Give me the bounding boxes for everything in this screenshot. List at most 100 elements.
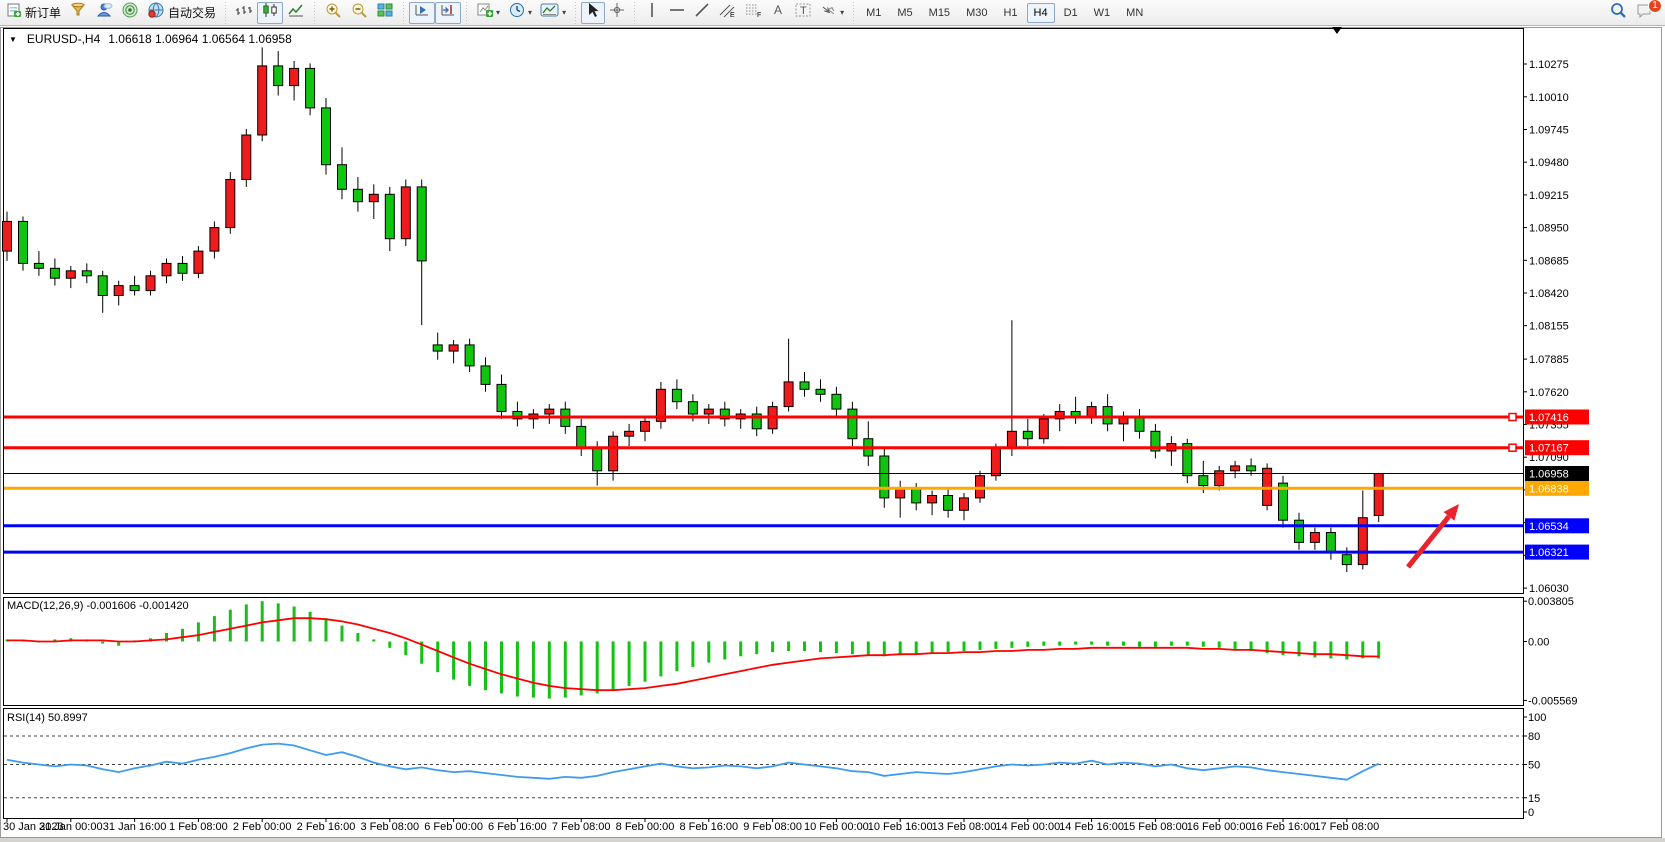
- zoom-out-button[interactable]: [346, 2, 372, 24]
- rsi-indicator-label: RSI(14) 50.8997: [7, 712, 88, 724]
- chart-symbol-period: EURUSD-,H4: [26, 32, 101, 46]
- chart-title: ▼ EURUSD-,H4 1.06618 1.06964 1.06564 1.0…: [9, 32, 292, 46]
- timeframe-button-m1[interactable]: M1: [866, 6, 882, 19]
- notifications-button[interactable]: 1: [1631, 0, 1662, 24]
- macd-signal-line: [7, 617, 1379, 692]
- svg-text:16 Feb 16:00: 16 Feb 16:00: [1251, 821, 1316, 833]
- svg-text:15 Feb 08:00: 15 Feb 08:00: [1123, 821, 1188, 833]
- svg-text:1.06534: 1.06534: [1529, 521, 1569, 533]
- cursor-arrow-icon: [585, 2, 601, 23]
- svg-text:0: 0: [1528, 807, 1534, 819]
- tile-windows-button[interactable]: [372, 2, 398, 24]
- auto-scroll-button[interactable]: [409, 1, 436, 24]
- toolbar-separator: [223, 1, 229, 24]
- fibonacci-icon: F: [744, 2, 762, 23]
- vertical-line-tool-button[interactable]: [640, 2, 664, 24]
- svg-text:7 Feb 08:00: 7 Feb 08:00: [552, 821, 611, 833]
- funnel-tool-button[interactable]: [65, 2, 91, 24]
- chart-window: 1.10275 1.10010 1.09745 1.09480 1.09215 1.089…: [0, 27, 1665, 842]
- chart-expand-icon[interactable]: ▼: [9, 34, 17, 44]
- trendline-tool-button[interactable]: [690, 2, 714, 24]
- price-axis[interactable]: 1.10275 1.10010 1.09745 1.09480 1.09215 1.089…: [1523, 59, 1578, 819]
- zoom-in-button[interactable]: [320, 2, 346, 24]
- svg-text:1.08685: 1.08685: [1529, 255, 1569, 267]
- svg-text:2 Feb 16:00: 2 Feb 16:00: [297, 821, 356, 833]
- timeframe-button-m30[interactable]: M30: [966, 6, 988, 19]
- svg-text:31 Jan 16:00: 31 Jan 16:00: [103, 821, 167, 833]
- svg-text:1.06030: 1.06030: [1529, 583, 1569, 595]
- equidistant-channel-icon: E: [718, 2, 736, 23]
- community-button[interactable]: [91, 2, 117, 24]
- arrow-annotation[interactable]: [1406, 504, 1459, 569]
- svg-text:17 Feb 08:00: 17 Feb 08:00: [1314, 821, 1379, 833]
- timeframe-button-h1[interactable]: H1: [1003, 6, 1018, 19]
- toolbar-separator: [573, 1, 579, 24]
- arrows-tool-button[interactable]: ▾: [816, 2, 848, 24]
- new-order-button[interactable]: 新订单: [2, 2, 65, 24]
- text-label-tool-button[interactable]: T: [790, 2, 816, 24]
- timeframe-button-m15[interactable]: M15: [928, 6, 951, 19]
- window-bottom-edge: [0, 838, 1665, 842]
- timeframe-button-h4[interactable]: H4: [1026, 2, 1055, 23]
- chart-shift-marker[interactable]: [1332, 27, 1342, 34]
- cursor-tool-button[interactable]: [581, 1, 606, 24]
- svg-text:1.08155: 1.08155: [1529, 321, 1569, 333]
- svg-text:1.10275: 1.10275: [1529, 59, 1569, 71]
- trendline-icon: [694, 2, 710, 23]
- timeframe-button-w1[interactable]: W1: [1093, 6, 1111, 19]
- fibonacci-tool-button[interactable]: F: [740, 2, 766, 24]
- indicators-button[interactable]: ▾: [472, 2, 504, 24]
- svg-text:1.07620: 1.07620: [1529, 387, 1569, 399]
- svg-text:100: 100: [1528, 712, 1546, 724]
- svg-text:1 Feb 08:00: 1 Feb 08:00: [169, 821, 228, 833]
- equidistant-channel-tool-button[interactable]: E: [714, 2, 740, 24]
- funnel-icon: [69, 2, 87, 23]
- svg-text:1.10010: 1.10010: [1529, 92, 1569, 104]
- horizontal-line-1.07167[interactable]: [4, 443, 1523, 452]
- auto-trading-label: 自动交易: [168, 6, 217, 20]
- svg-text:50: 50: [1528, 760, 1540, 772]
- search-button[interactable]: [1605, 2, 1631, 24]
- signal-button[interactable]: [117, 2, 143, 24]
- toolbar-separator: [851, 1, 857, 24]
- svg-text:F: F: [757, 12, 761, 18]
- svg-text:E: E: [730, 12, 735, 18]
- svg-text:13 Feb 08:00: 13 Feb 08:00: [932, 821, 997, 833]
- chart-window-border: [0, 27, 1662, 838]
- timeframe-button-m5[interactable]: M5: [897, 6, 913, 19]
- svg-text:1.09480: 1.09480: [1529, 157, 1569, 169]
- bar-chart-button[interactable]: [231, 2, 257, 24]
- horizontal-line-tool-button[interactable]: [664, 2, 690, 24]
- auto-trading-button[interactable]: 自动交易: [143, 2, 220, 24]
- svg-text:1.06838: 1.06838: [1529, 483, 1569, 495]
- line-handle: [1508, 412, 1517, 422]
- periods-button[interactable]: ▾: [504, 2, 536, 24]
- price-badge-1.07167: 1.07167: [1525, 440, 1589, 456]
- timeframe-button-d1[interactable]: D1: [1063, 6, 1078, 19]
- horizontal-line-1.07416[interactable]: [4, 412, 1523, 422]
- templates-button[interactable]: ▾: [536, 2, 570, 24]
- svg-text:6 Feb 00:00: 6 Feb 00:00: [424, 821, 483, 833]
- price-badge-1.06838: 1.06838: [1525, 480, 1589, 496]
- svg-text:15: 15: [1528, 793, 1540, 805]
- svg-text:0.003805: 0.003805: [1528, 596, 1574, 608]
- main-toolbar: 新订单 自动交易: [0, 0, 1665, 26]
- template-chart-icon: [540, 2, 560, 23]
- current-price-badge: 1.06958: [1525, 466, 1589, 481]
- text-label-icon: T: [794, 2, 812, 23]
- auto-scroll-icon: [413, 2, 431, 23]
- toolbar-separator: [401, 1, 407, 24]
- crosshair-tool-button[interactable]: [605, 2, 629, 24]
- candlestick-chart-button[interactable]: [257, 1, 284, 24]
- timeframe-button-mn[interactable]: MN: [1126, 6, 1144, 19]
- timeframe-button-group: M1 M5 M15 M30 H1 H4 D1 W1 MN: [859, 2, 1150, 23]
- price-badge-1.06534: 1.06534: [1525, 518, 1589, 534]
- chart-pane-border: [3, 28, 1524, 594]
- text-tool-button[interactable]: A: [766, 2, 790, 24]
- line-chart-button[interactable]: [283, 2, 309, 24]
- chart-shift-button[interactable]: [435, 1, 462, 24]
- chart-ohlc-values: 1.06618 1.06964 1.06564 1.06958: [108, 32, 292, 46]
- svg-text:14 Feb 16:00: 14 Feb 16:00: [1059, 821, 1124, 833]
